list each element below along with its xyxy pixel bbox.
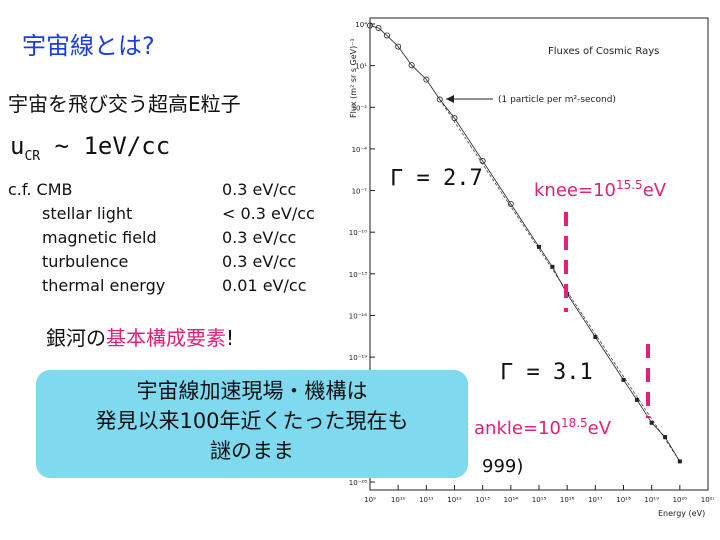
axis-ticks: 10⁹ 10¹⁰ 10¹¹ 10¹² 10¹³ 10¹⁴ 10¹⁵ 10¹⁶ 10¹⁷ 10¹⁸ 1…	[349, 21, 714, 504]
slide-subtitle: 宇宙を飛び交う超高E粒子	[8, 92, 241, 116]
y-tick-label: 10⁻²⁸	[349, 479, 367, 487]
data-point	[366, 22, 373, 29]
galaxy-component-statement: 銀河の基本構成要素!	[46, 322, 234, 351]
x-tick-label: 10¹²	[447, 496, 462, 504]
data-point	[451, 115, 458, 122]
ankle-unit: eV	[587, 418, 612, 439]
comparison-name: CMB	[36, 180, 73, 199]
data-point	[677, 459, 682, 464]
x-tick-label: 10¹¹	[419, 496, 434, 504]
statement-prefix: 銀河の	[46, 326, 106, 350]
comparison-value: 0.3 eV/cc	[222, 180, 297, 199]
x-tick-label: 10¹⁹	[644, 496, 659, 504]
y-tick-label: 10⁻¹⁰	[349, 229, 367, 237]
callout-line: 発見以来100年近くたった現在も	[95, 409, 409, 433]
statement-highlight: 基本構成要素	[106, 326, 226, 350]
comparison-values: 0.3 eV/cc < 0.3 eV/cc 0.3 eV/cc 0.3 eV/c…	[222, 178, 315, 298]
comparison-name: turbulence	[42, 252, 129, 271]
ankle-marker	[646, 344, 650, 418]
reference-fragment: 999)	[482, 456, 524, 477]
y-tick-label: 10⁻¹³	[349, 271, 367, 279]
comparison-value: 0.3 eV/cc	[222, 252, 297, 271]
comparison-value: 0.3 eV/cc	[222, 228, 297, 247]
comparison-prefix: c.f.	[8, 180, 32, 199]
x-tick-label: 10¹⁸	[616, 496, 631, 504]
x-tick-label: 10¹⁷	[588, 496, 603, 504]
x-tick-label: 10²⁰	[673, 496, 688, 504]
ankle-label: ankle=1018.5eV	[474, 416, 611, 439]
data-point	[395, 43, 402, 50]
slide-title: 宇宙線とは?	[22, 32, 155, 60]
data-point	[383, 32, 390, 39]
x-tick-label: 10¹³	[475, 496, 490, 504]
knee-exponent: 15.5	[615, 178, 643, 192]
comparison-names: c.f. CMB stellar light magnetic field tu…	[8, 178, 165, 298]
chart-title: Fluxes of Cosmic Rays	[548, 46, 659, 57]
spectral-index-low: Γ = 2.7	[390, 166, 483, 191]
ucr-symbol: u	[10, 132, 25, 160]
annotation-arrowhead	[446, 95, 454, 103]
callout-line: 宇宙線加速現場・機構は	[136, 379, 368, 403]
knee-text: knee=10	[534, 180, 616, 201]
x-tick-label: 10¹⁰	[391, 496, 406, 504]
statement-suffix: !	[226, 326, 235, 350]
x-tick-label: 10¹⁵	[532, 496, 547, 504]
knee-marker	[564, 212, 568, 312]
chart-annotation: (1 particle per m²-second)	[498, 95, 616, 105]
comparison-value: 0.01 eV/cc	[222, 276, 307, 295]
data-point	[423, 76, 430, 83]
ankle-text: ankle=10	[474, 418, 561, 439]
callout-line: 謎のまま	[210, 439, 294, 463]
y-tick-label: 10⁻¹⁶	[349, 312, 367, 320]
comparison-value: < 0.3 eV/cc	[222, 204, 315, 223]
y-tick-label: 10⁻¹⁹	[349, 354, 367, 362]
data-point	[507, 200, 514, 207]
ucr-subscript: CR	[24, 148, 41, 164]
comparison-name: magnetic field	[42, 228, 157, 247]
comparison-row: c.f. CMB	[8, 178, 165, 202]
energy-density-heading: uCR ~ 1eV/cc	[10, 132, 170, 164]
y-tick-label: 10⁻⁴	[352, 146, 368, 154]
y-tick-label: 10¹	[355, 63, 367, 71]
data-point	[479, 158, 486, 165]
y-axis-label: Flux (m² sr s GeV)⁻¹	[349, 38, 358, 118]
x-tick-label: 10¹⁶	[560, 496, 575, 504]
y-tick-label: 10⁻⁷	[352, 188, 368, 196]
knee-label: knee=1015.5eV	[534, 178, 666, 201]
comparison-name: stellar light	[42, 204, 133, 223]
y-tick-label: 10⁴	[355, 21, 367, 29]
ankle-exponent: 18.5	[560, 416, 588, 430]
callout-box: 宇宙線加速現場・機構は 発見以来100年近くたった現在も 謎のまま	[36, 370, 468, 478]
knee-unit: eV	[642, 180, 667, 201]
x-axis-label: Energy (eV)	[658, 509, 705, 518]
ucr-value: ~ 1eV/cc	[40, 132, 171, 160]
flux-series-line	[369, 25, 681, 462]
data-point	[436, 96, 443, 103]
x-tick-label: 10¹⁴	[504, 496, 519, 504]
spectral-index-high: Γ = 3.1	[500, 360, 593, 385]
x-tick-label: 10⁹	[364, 496, 376, 504]
data-point	[375, 24, 382, 31]
y-tick-label: 10⁻²	[352, 104, 368, 112]
comparison-name: thermal energy	[42, 276, 166, 295]
x-tick-label: 10²¹	[701, 496, 714, 504]
data-point	[408, 62, 415, 69]
